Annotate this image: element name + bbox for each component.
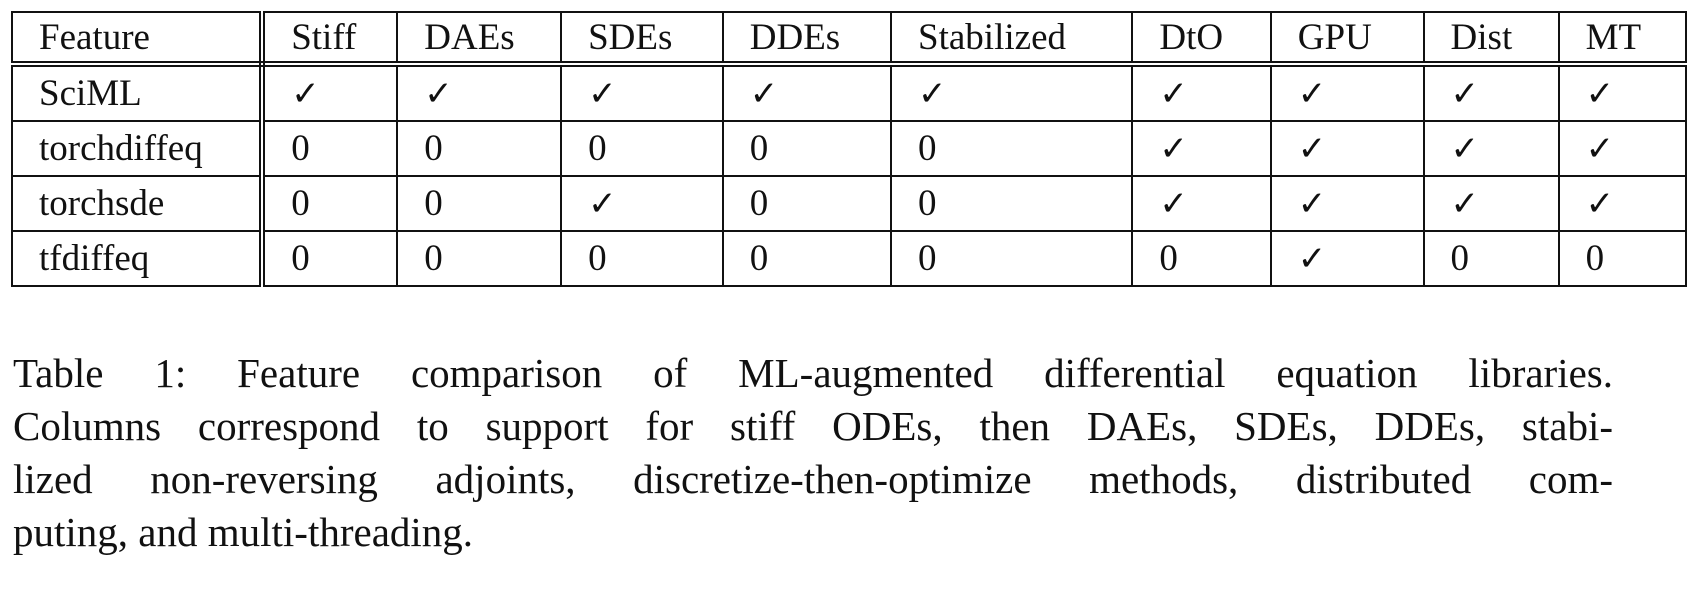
table-cell: ✓ <box>1131 62 1272 123</box>
library-name-cell: torchsde <box>10 175 266 233</box>
feature-comparison-table: Feature Stiff DAEs SDEs DDEs Stabilized … <box>10 11 1688 287</box>
table-cell: 0 <box>890 230 1134 287</box>
table-cell: 0 <box>261 175 399 233</box>
header-cell-feature: Feature <box>10 11 266 67</box>
library-name-cell: SciML <box>10 62 266 123</box>
table-cell: 0 <box>890 120 1134 178</box>
table-cell: 0 <box>721 230 893 287</box>
header-cell-stiff: Stiff <box>261 11 399 67</box>
table-cell: 0 <box>261 230 399 287</box>
caption-line: lized non-reversing adjoints, discretize… <box>13 456 1613 502</box>
table-cell: 0 <box>560 120 724 178</box>
table-cell: ✓ <box>1422 175 1560 233</box>
table-cell: 0 <box>1557 230 1688 287</box>
table-cell: ✓ <box>1269 175 1425 233</box>
table-cell: 0 <box>1131 230 1272 287</box>
table-cell: 0 <box>1422 230 1560 287</box>
header-cell-dto: DtO <box>1131 11 1272 67</box>
table-cell: 0 <box>396 230 563 287</box>
table-cell: ✓ <box>560 62 724 123</box>
header-cell-dist: Dist <box>1422 11 1560 67</box>
table-cell: 0 <box>396 175 563 233</box>
table-cell: ✓ <box>396 62 563 123</box>
header-cell-stabilized: Stabilized <box>890 11 1134 67</box>
table-cell: ✓ <box>261 62 399 123</box>
header-cell-gpu: GPU <box>1269 11 1425 67</box>
table-row: torchdiffeq 0 0 0 0 0 ✓ ✓ ✓ ✓ <box>10 120 1688 178</box>
table-cell: ✓ <box>890 62 1134 123</box>
table-cell: ✓ <box>1131 120 1272 178</box>
table-row: tfdiffeq 0 0 0 0 0 0 ✓ 0 0 <box>10 230 1688 287</box>
table-cell: ✓ <box>1131 175 1272 233</box>
header-cell-sdes: SDEs <box>560 11 724 67</box>
table-cell: ✓ <box>1269 230 1425 287</box>
table-cell: ✓ <box>1269 62 1425 123</box>
caption-line: puting, and multi-threading. <box>13 509 474 555</box>
table-row: torchsde 0 0 ✓ 0 0 ✓ ✓ ✓ ✓ <box>10 175 1688 233</box>
table-cell: 0 <box>890 175 1134 233</box>
library-name-cell: torchdiffeq <box>10 120 266 178</box>
table-cell: ✓ <box>1422 120 1560 178</box>
library-name-cell: tfdiffeq <box>10 230 266 287</box>
table-cell: 0 <box>721 120 893 178</box>
header-cell-daes: DAEs <box>396 11 563 67</box>
table-cell: ✓ <box>1557 62 1688 123</box>
table-cell: ✓ <box>560 175 724 233</box>
caption-line: Table 1: Feature comparison of ML-augmen… <box>13 350 1613 396</box>
table-cell: ✓ <box>1269 120 1425 178</box>
table-cell: ✓ <box>721 62 893 123</box>
table-cell: 0 <box>261 120 399 178</box>
table-cell: 0 <box>560 230 724 287</box>
header-row: Feature Stiff DAEs SDEs DDEs Stabilized … <box>10 11 1688 67</box>
table-row: SciML ✓ ✓ ✓ ✓ ✓ ✓ ✓ ✓ ✓ <box>10 62 1688 123</box>
table-caption: Table 1: Feature comparison of ML-augmen… <box>13 347 1613 559</box>
table-cell: ✓ <box>1557 175 1688 233</box>
table-cell: ✓ <box>1557 120 1688 178</box>
table-cell: 0 <box>396 120 563 178</box>
caption-line: Columns correspond to support for stiff … <box>13 403 1613 449</box>
table-cell: 0 <box>721 175 893 233</box>
table-cell: ✓ <box>1422 62 1560 123</box>
header-cell-mt: MT <box>1557 11 1688 67</box>
header-cell-ddes: DDEs <box>721 11 893 67</box>
